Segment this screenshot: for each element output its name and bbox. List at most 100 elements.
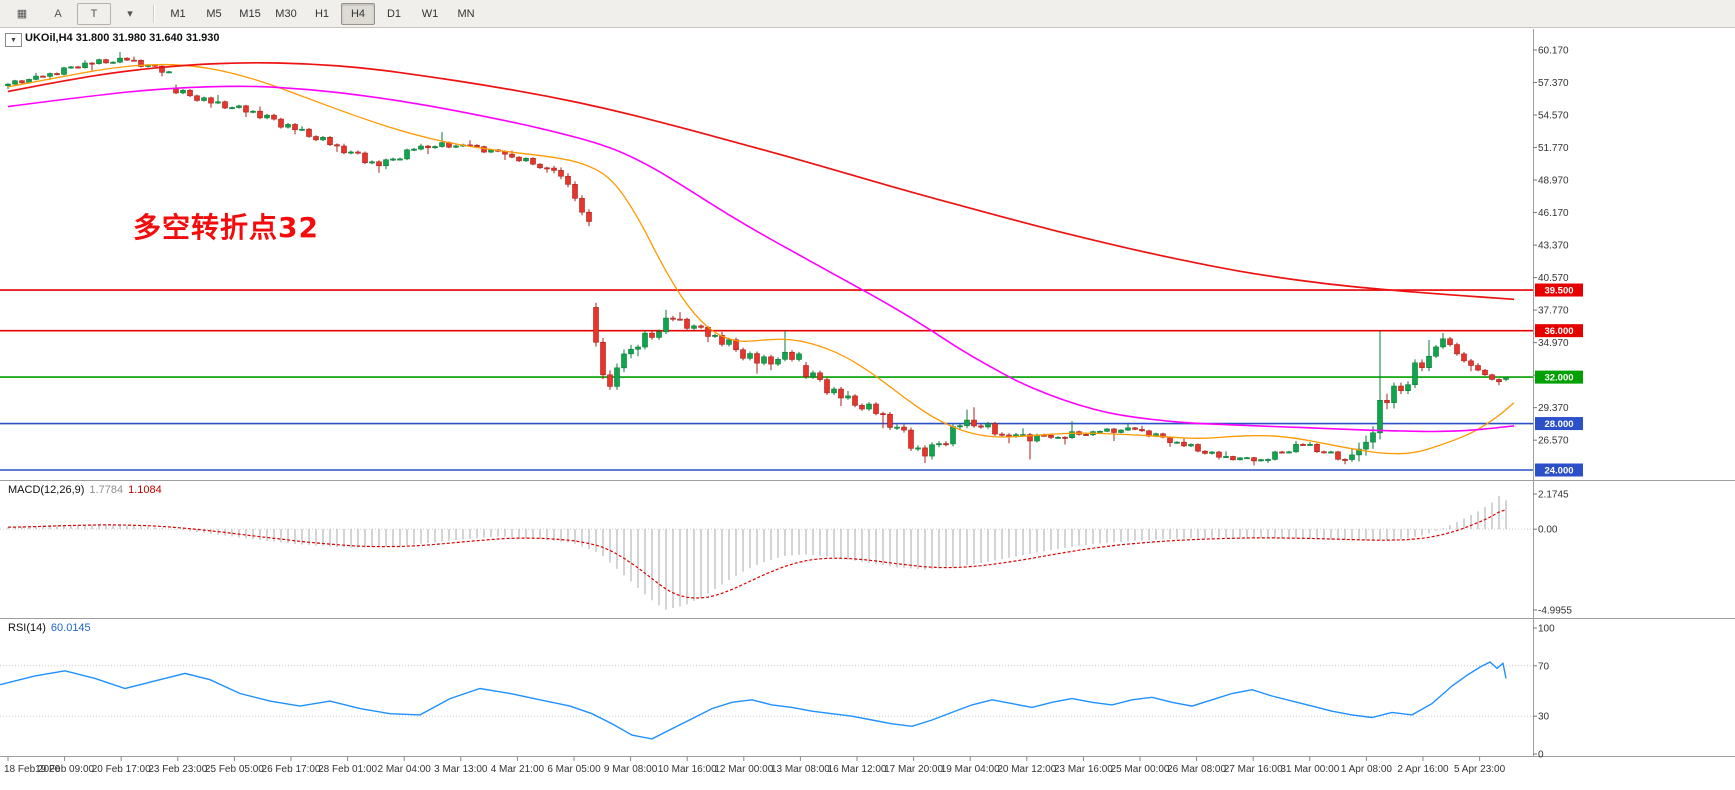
horizontal-lines (0, 289, 1533, 471)
price-axis-label: 34.970 (1538, 338, 1569, 349)
candle-body (1419, 362, 1425, 368)
candle-body (1286, 451, 1292, 454)
annotate-a-button[interactable]: A (41, 3, 75, 25)
candle-body (117, 57, 123, 63)
charts-grid-button[interactable]: ▦ (5, 3, 39, 25)
candle-body (747, 353, 753, 359)
candle-body (1069, 431, 1075, 439)
timeframe-m5-button[interactable]: M5 (206, 7, 222, 20)
template-dropdown-button[interactable]: ▾ (113, 3, 147, 25)
candle-body (761, 356, 767, 364)
candle-body (292, 124, 298, 131)
time-axis-label: 4 Mar 21:00 (491, 764, 545, 775)
candle-body (733, 339, 739, 351)
candle-body (516, 156, 522, 162)
candle-body (1335, 451, 1341, 460)
candle-body (1097, 430, 1103, 433)
hline-price-box (1535, 370, 1583, 384)
time-axis-label: 26 Feb 17:00 (262, 764, 321, 775)
timeframe-m15-button[interactable]: M15 (239, 7, 261, 20)
price-axis-label: 60.170 (1538, 46, 1569, 57)
rsi-value: 60.0145 (50, 622, 91, 634)
candle-body (712, 335, 718, 337)
macd-signal-line (7, 509, 1507, 599)
timeframe-d1-button[interactable]: D1 (386, 7, 402, 20)
rsi-indicator-title: RSI(14) 60.0145 (8, 622, 91, 634)
candle-body (908, 429, 914, 449)
candle-body (376, 161, 382, 167)
candle-body (1496, 379, 1502, 383)
candle-body (1405, 384, 1411, 392)
candle-body (1377, 400, 1383, 434)
timeframe-m30-button[interactable]: M30 (275, 7, 297, 20)
time-axis-label: 17 Mar 20:00 (884, 764, 943, 775)
candle-body (817, 372, 823, 380)
rsi-scale-label: 30 (1538, 712, 1550, 723)
time-axis-label: 9 Mar 08:00 (604, 764, 658, 775)
timeframe-h1-button[interactable]: H1 (314, 7, 330, 20)
candle-body (243, 105, 249, 113)
candle-body (1454, 344, 1460, 355)
candle-body (1125, 427, 1131, 431)
candle-body (1237, 457, 1243, 461)
price-axis-label: 43.370 (1538, 241, 1569, 252)
candle-body (1188, 444, 1194, 447)
time-axis-label: 5 Apr 23:00 (1454, 764, 1506, 775)
candle-body (68, 66, 74, 69)
price-axis-label: 29.370 (1538, 403, 1569, 414)
candle-body (719, 335, 725, 345)
candle-body (1202, 450, 1208, 454)
rsi-label: RSI(14) (8, 622, 46, 634)
candle-body (1181, 441, 1187, 447)
candle-body (530, 158, 536, 165)
candle-body (390, 158, 396, 161)
candle-body (1433, 346, 1439, 357)
candle-body (166, 71, 172, 74)
rsi-scale-label: 0 (1538, 750, 1544, 761)
candle-body (1055, 436, 1061, 439)
candle-body (418, 145, 424, 150)
hline-price-label: 32.000 (1544, 373, 1573, 384)
text-tool-button[interactable]: T (77, 2, 111, 25)
candle-body (600, 341, 606, 376)
timeframe-h4-button[interactable]: H4 (341, 2, 375, 25)
candle-body (621, 353, 627, 369)
candle-body (236, 105, 242, 108)
candle-body (1006, 434, 1012, 437)
candle-body (334, 144, 340, 147)
candle-body (1342, 459, 1348, 461)
candle-body (922, 447, 928, 457)
timeframe-mn-button[interactable]: MN (457, 7, 475, 20)
candle-body (1475, 365, 1481, 371)
candle-body (96, 59, 102, 64)
candle-body (1391, 385, 1397, 403)
candle-body (670, 317, 676, 320)
candle-body (943, 443, 949, 446)
time-axis-label: 16 Mar 12:00 (828, 764, 887, 775)
candle-body (250, 110, 256, 113)
time-axis-label: 31 Mar 00:00 (1280, 764, 1339, 775)
time-axis-label: 2 Mar 04:00 (378, 764, 432, 775)
macd-histogram (7, 495, 1507, 610)
candle-body (271, 114, 277, 120)
candle-body (544, 167, 550, 170)
hline-price-box (1535, 283, 1583, 297)
candle-body (1321, 451, 1327, 454)
timeframe-m1-button[interactable]: M1 (170, 7, 186, 20)
candle-body (607, 374, 613, 387)
candle-body (1244, 457, 1250, 460)
candle-body (257, 110, 263, 119)
time-axis-label: 23 Feb 23:00 (148, 764, 207, 775)
price-axis-label: 40.570 (1538, 273, 1569, 284)
candle-body (558, 170, 564, 177)
symbol-dropdown-button[interactable]: ▼ (5, 33, 22, 47)
candle-body (509, 153, 515, 158)
candle-body (285, 124, 291, 128)
candle-body (1293, 444, 1299, 453)
candle-body (1307, 443, 1313, 446)
candle-body (985, 423, 991, 428)
candle-body (642, 332, 648, 348)
candle-body (397, 158, 403, 161)
candle-body (1223, 456, 1229, 458)
timeframe-w1-button[interactable]: W1 (421, 7, 439, 20)
